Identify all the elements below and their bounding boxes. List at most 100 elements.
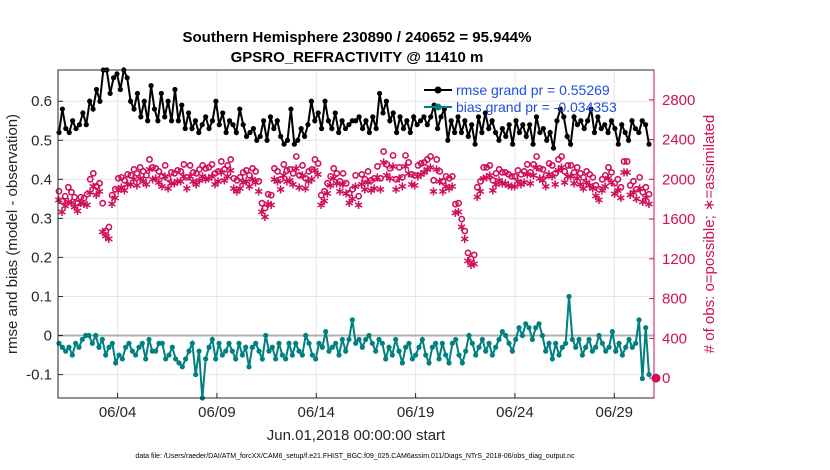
obs-assimilated-marker: ∗ [594, 193, 605, 208]
bias-point [463, 348, 469, 354]
rmse-point [288, 106, 294, 112]
bias-point [313, 356, 319, 362]
bias-point [286, 340, 292, 346]
bias-point [466, 332, 472, 339]
rmse-point [646, 141, 652, 147]
obs-assimilated-marker: ∗ [628, 185, 639, 200]
y-left-tick-label: 0.1 [31, 288, 52, 305]
obs-possible-marker [327, 172, 334, 180]
rmse-point [199, 122, 205, 128]
obs-assimilated-marker: ∗ [178, 169, 189, 184]
rmse-point [322, 98, 328, 104]
rmse-point [544, 137, 550, 143]
bias-point [306, 340, 312, 346]
obs-assimilated-marker: ∗ [587, 181, 598, 196]
bias-point [266, 348, 272, 354]
obs-assimilated-marker: ∗ [378, 155, 389, 170]
bias-point [176, 360, 182, 366]
bias-point [396, 348, 402, 354]
rmse-point [533, 114, 540, 120]
obs-possible-marker [58, 197, 66, 205]
rmse-point [223, 129, 229, 136]
obs-assimilated-marker: ∗ [128, 172, 139, 187]
bias-point [546, 340, 552, 346]
obs-possible-marker [139, 167, 147, 175]
axis-ticks: 06/04 06/09 06/14 06/19 06/24 06/29 -0.1 0 0.1 0.… [26, 70, 695, 421]
rmse-point [145, 118, 151, 124]
obs-possible-marker [430, 176, 438, 184]
rmse-point [510, 141, 516, 147]
y-left-tick-label: 0.2 [31, 249, 52, 266]
obs-possible-marker [246, 171, 253, 179]
rmse-point [336, 129, 342, 136]
bias-point [346, 336, 352, 343]
y-right-tick-label: 2000 [662, 171, 695, 188]
obs-assimilated-marker: ∗ [569, 176, 580, 191]
bias-point [259, 356, 265, 362]
obs-possible-marker [511, 172, 519, 180]
rmse-point [356, 114, 362, 120]
bias-point [599, 340, 605, 346]
obs-assimilated-marker: ∗ [450, 206, 461, 221]
x-axis-label: Jun.01,2018 00:00:00 start [267, 427, 446, 444]
obs-assimilated-marker: ∗ [222, 169, 233, 184]
bias-point [109, 340, 115, 346]
rmse-point [179, 102, 185, 108]
obs-assimilated-marker: ∗ [253, 184, 264, 199]
rmse-point [588, 106, 594, 112]
obs-possible-marker [324, 179, 331, 187]
obs-assimilated-marker: ∗ [125, 177, 136, 192]
bias-point [616, 340, 622, 346]
rmse-point [165, 98, 171, 104]
obs-possible-marker [355, 192, 363, 200]
rmse-point [366, 129, 372, 136]
bias-point [443, 352, 449, 358]
bias-point [309, 352, 315, 358]
obs-possible-marker [573, 164, 581, 171]
rmse-point [612, 125, 618, 132]
bias-point [476, 344, 482, 350]
rmse-point [499, 125, 505, 132]
obs-possible-marker [399, 173, 406, 181]
bias-point [216, 340, 222, 346]
rmse-point [547, 129, 553, 136]
obs-assimilated-marker: ∗ [497, 176, 508, 191]
obs-possible-marker [155, 167, 163, 175]
rmse-point [301, 133, 308, 139]
obs-possible-marker [192, 169, 200, 177]
rmse-point [513, 118, 519, 124]
obs-assimilated-marker: ∗ [394, 171, 405, 186]
bias-point [136, 344, 142, 350]
bias-point [436, 356, 442, 362]
bias-point [586, 336, 592, 343]
obs-assimilated-marker: ∗ [294, 180, 305, 195]
rmse-point [141, 98, 147, 104]
rmse-point [56, 129, 62, 136]
obs-possible-marker [405, 159, 413, 166]
obs-assimilated-marker: ∗ [344, 196, 355, 211]
bias-point [239, 352, 245, 358]
bias-point [379, 340, 385, 346]
obs-assimilated-marker: ∗ [469, 257, 480, 272]
bias-point [446, 360, 452, 366]
bias-point [386, 344, 392, 350]
obs-possible-marker [630, 177, 637, 185]
obs-assimilated-marker: ∗ [72, 204, 83, 219]
rmse-point [216, 122, 222, 128]
obs-assimilated-marker: ∗ [338, 177, 349, 192]
obs-possible-marker [167, 168, 175, 176]
obs-possible-marker [96, 179, 103, 187]
obs-assimilated-marker: ∗ [516, 177, 527, 192]
obs-assimilated-marker: ∗ [444, 181, 455, 196]
rmse-point [247, 129, 253, 136]
bias-point [513, 336, 519, 343]
rmse-point [475, 114, 482, 120]
rmse-point [462, 118, 468, 124]
obs-assimilated-marker: ∗ [341, 186, 352, 201]
obs-possible-marker [292, 153, 300, 160]
bias-point [273, 356, 279, 362]
y-left-tick-label: 0.6 [31, 93, 52, 110]
obs-assimilated-marker: ∗ [185, 169, 196, 184]
bias-point [169, 344, 175, 350]
bias-point [316, 340, 322, 346]
